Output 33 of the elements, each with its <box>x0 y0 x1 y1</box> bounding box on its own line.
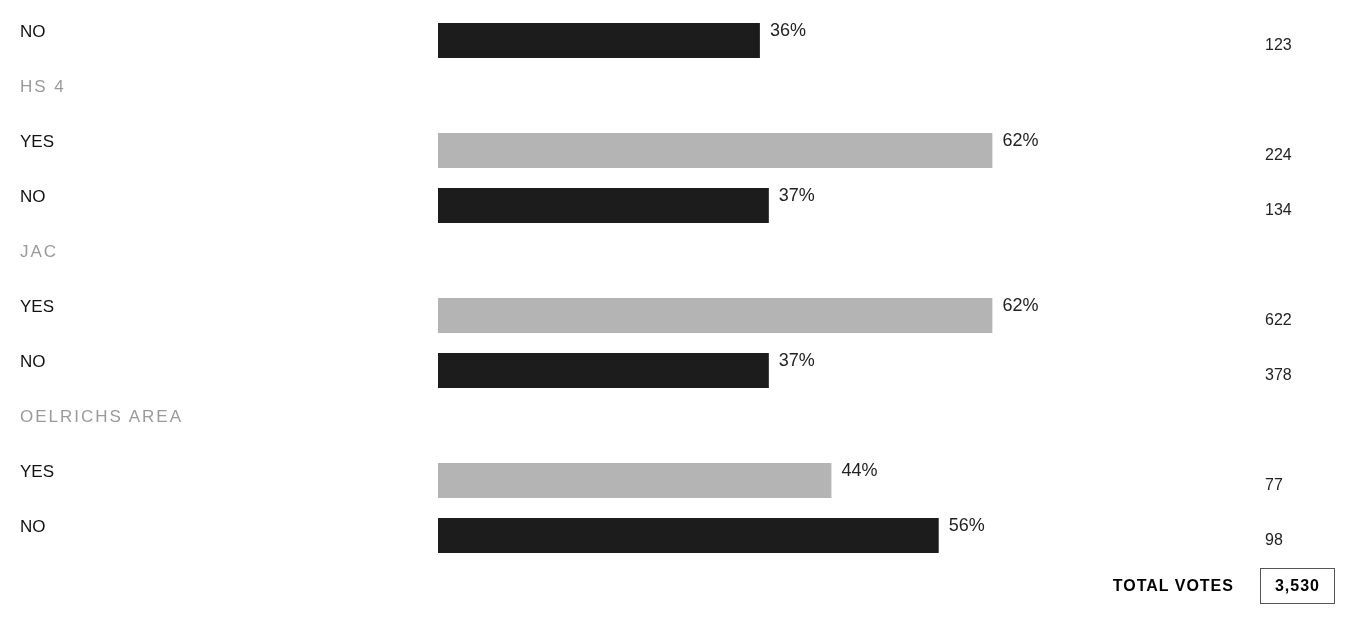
y-tick-label: HS 4 <box>20 76 66 96</box>
y-tick-label: JAC <box>20 241 59 261</box>
bar <box>438 187 769 223</box>
bar <box>438 462 832 498</box>
y-tick-label: OELRICHS AREA <box>20 406 183 426</box>
text: 622 <box>1265 311 1292 329</box>
y-tick-label: YES <box>20 296 55 316</box>
data-label: 44% <box>841 460 878 481</box>
bar <box>438 22 760 58</box>
text: TOTAL VOTES <box>1111 576 1235 596</box>
text: 123 <box>1265 36 1292 54</box>
data-label: 37% <box>778 185 815 206</box>
text: 98 <box>1265 531 1283 549</box>
text: 378 <box>1265 366 1292 384</box>
text: 224 <box>1265 146 1292 164</box>
bar <box>438 352 769 388</box>
data-label: 36% <box>769 20 806 41</box>
y-tick-label: NO <box>20 186 46 206</box>
text: 134 <box>1265 201 1292 219</box>
y-tick-label: NO <box>20 516 46 536</box>
data-label: 62% <box>1002 295 1039 316</box>
text: 3,530 <box>1259 568 1335 604</box>
data-label: 37% <box>778 350 815 371</box>
data-label: 62% <box>1002 130 1039 151</box>
text: 77 <box>1265 476 1283 494</box>
y-tick-label: YES <box>20 461 55 481</box>
y-tick-label: NO <box>20 21 46 41</box>
data-label: 56% <box>948 515 985 536</box>
bar <box>438 132 993 168</box>
y-tick-label: NO <box>20 351 46 371</box>
y-tick-label: YES <box>20 131 55 151</box>
bar <box>438 517 939 553</box>
bar <box>438 297 993 333</box>
